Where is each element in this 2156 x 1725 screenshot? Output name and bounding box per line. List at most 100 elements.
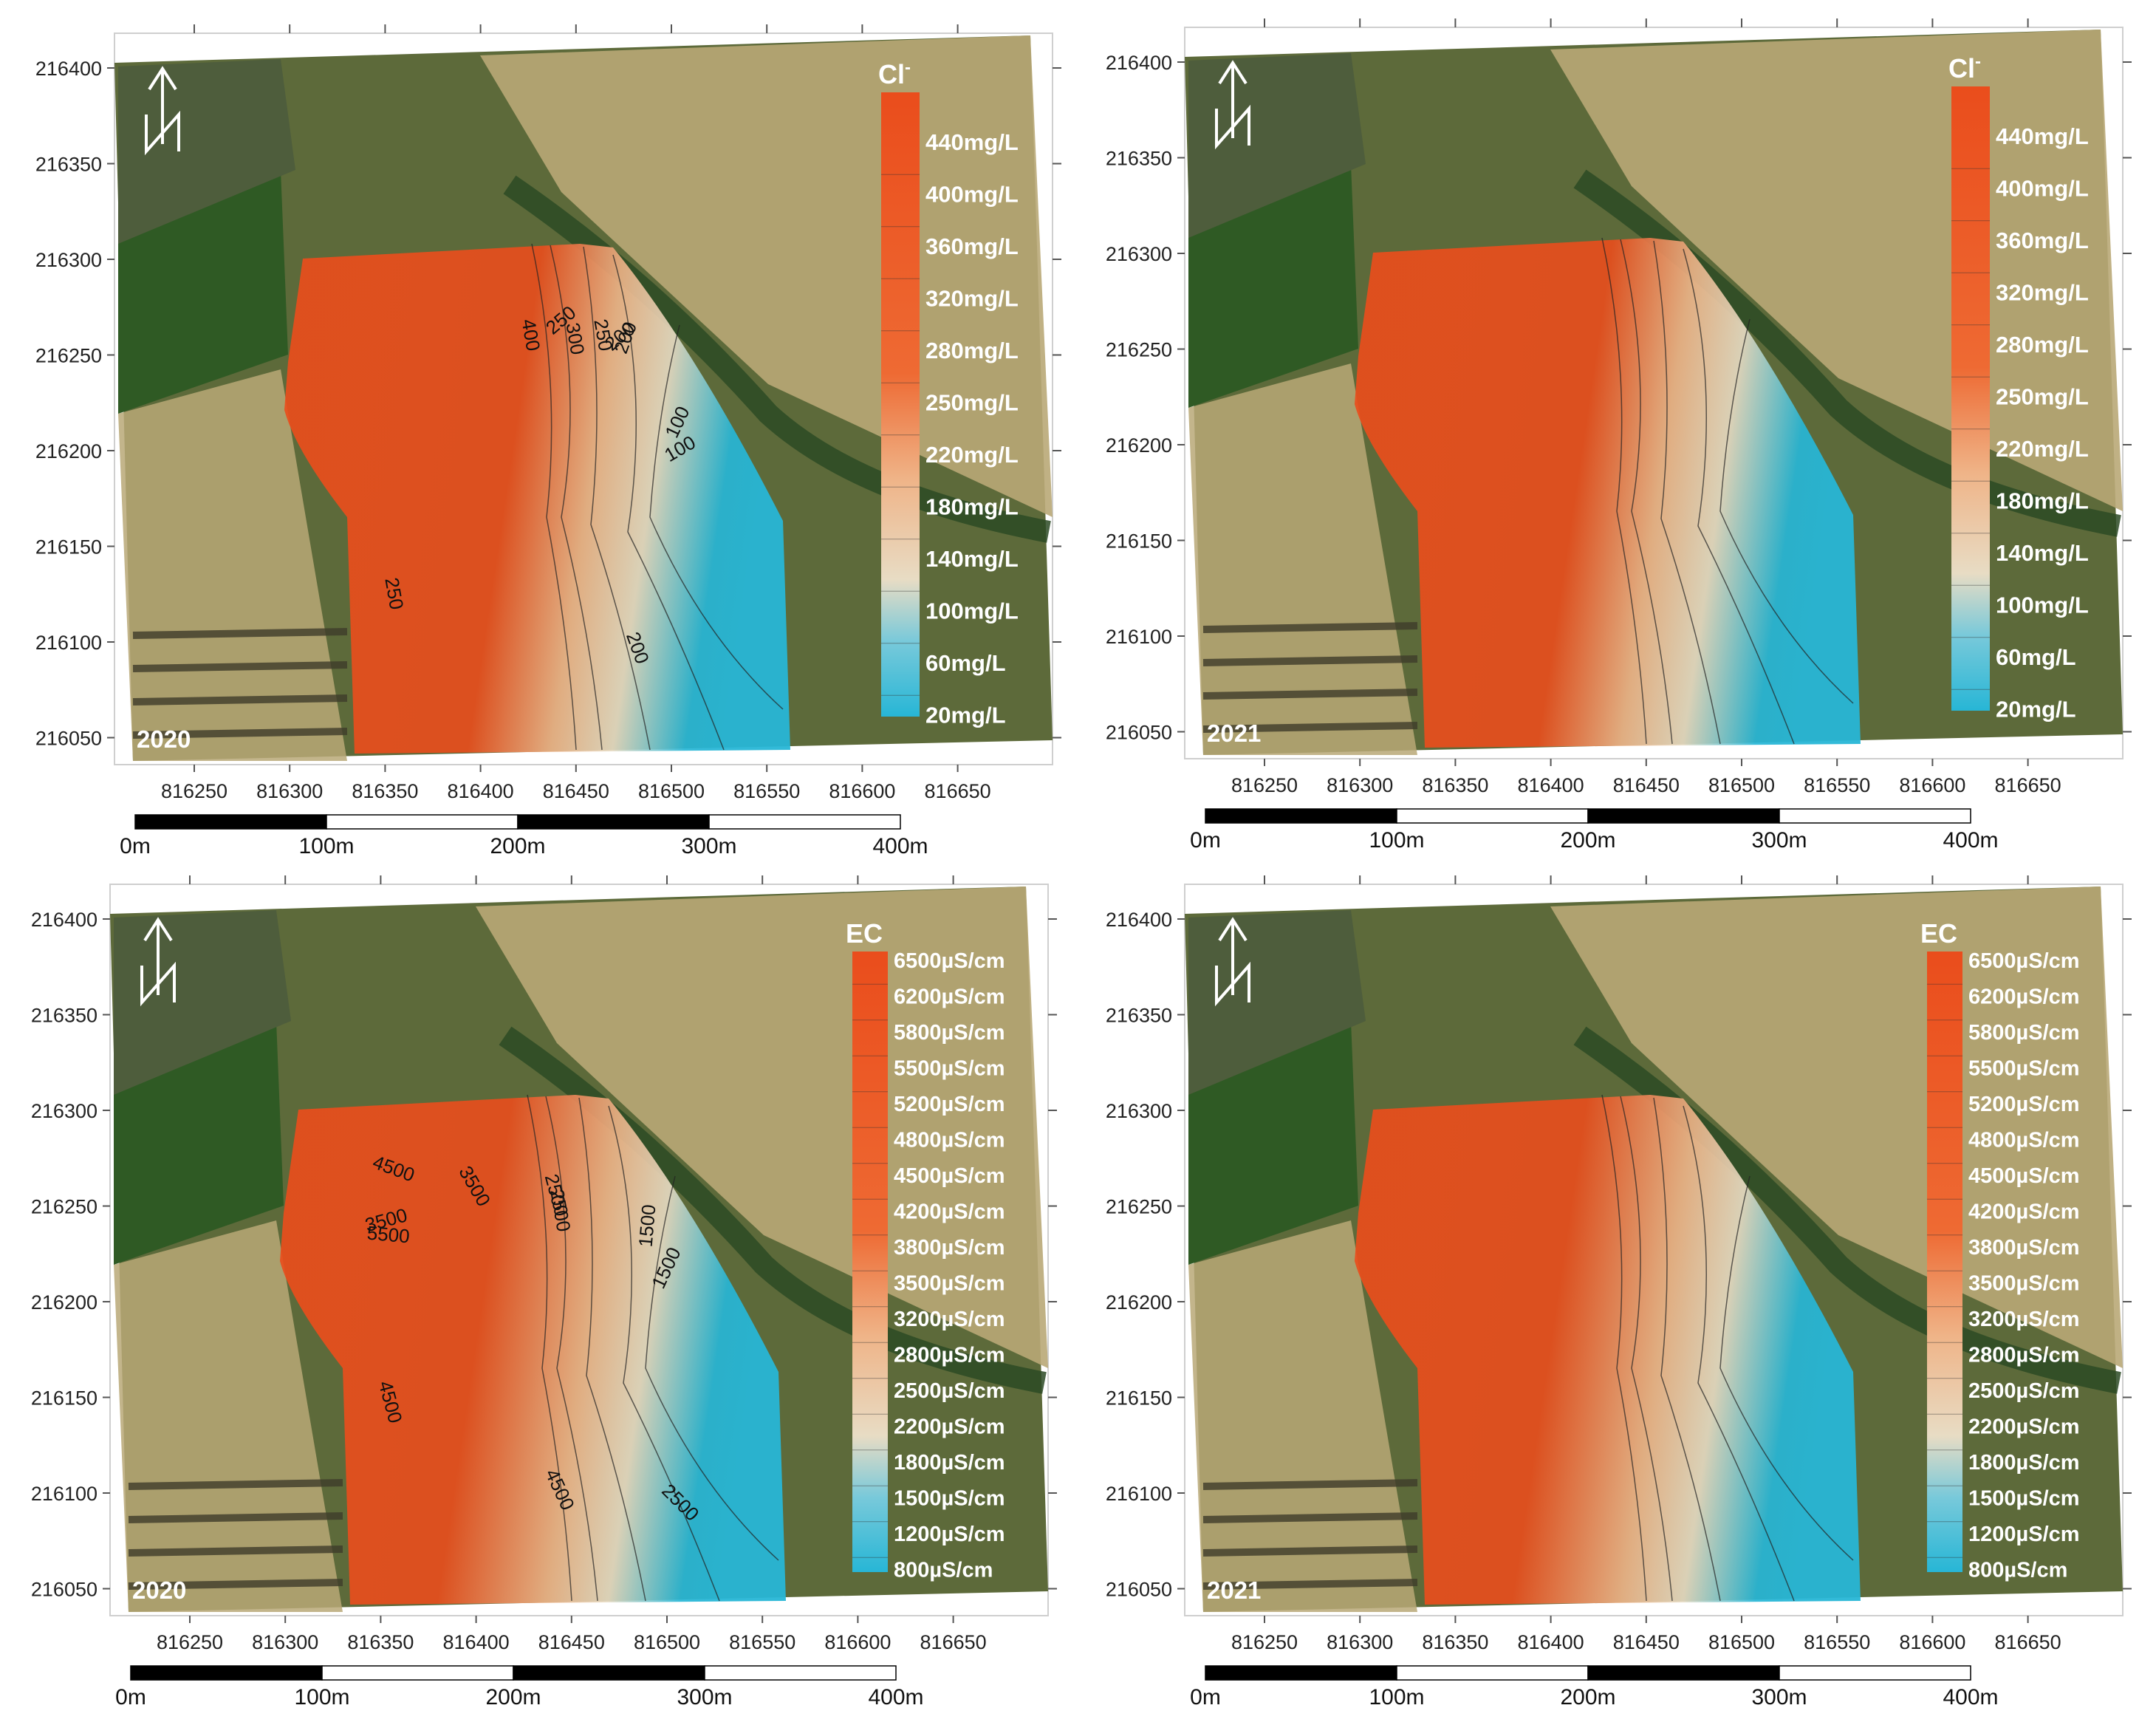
y-tick-label: 216200 (1106, 1291, 1172, 1314)
legend-label: 250mg/L (925, 390, 1019, 416)
legend-label: 3800µS/cm (1968, 1236, 2080, 1260)
legend-label: 5200µS/cm (1968, 1093, 2080, 1116)
scale-bar-label: 100m (1369, 828, 1424, 853)
x-tick-label: 816600 (1899, 1631, 1965, 1653)
legend-label: 2500µS/cm (1968, 1379, 2080, 1403)
legend-label: 280mg/L (925, 338, 1019, 363)
x-tick-label: 816300 (1327, 1631, 1393, 1653)
map-svg: 400 300 2502001002002020Cl-440mg/L400mg/L3… (35, 24, 1061, 858)
legend-label: 4200µS/cm (894, 1200, 1005, 1224)
legend-label: 400mg/L (925, 182, 1019, 208)
y-tick-label: 216150 (1106, 530, 1172, 553)
legend-title: EC (846, 918, 883, 949)
scale-bar-segment (130, 1665, 323, 1681)
y-tick-label: 216350 (31, 1005, 97, 1027)
north-arrow-icon (145, 66, 180, 156)
legend-label: 320mg/L (1996, 280, 2089, 306)
legend-label: 220mg/L (925, 442, 1019, 468)
legend-label: 60mg/L (1996, 644, 2076, 670)
field-stripe (1202, 1545, 1418, 1557)
contour-line (531, 243, 577, 751)
scale-bar-label: 400m (1943, 828, 1998, 853)
x-tick-label: 816300 (252, 1631, 318, 1653)
contour-label: 5500 (366, 1222, 411, 1248)
legend-label: 440mg/L (1996, 123, 2089, 149)
y-tick-label: 216400 (35, 58, 102, 80)
y-tick-label: 216300 (31, 1100, 97, 1122)
x-tick-label: 816250 (1231, 774, 1298, 796)
scale-bar-label: 400m (872, 834, 928, 858)
legend-label: 400mg/L (1996, 176, 2089, 202)
x-tick-label: 816450 (543, 780, 609, 802)
legend-label: 4800µS/cm (894, 1129, 1005, 1152)
legend-label: 3200µS/cm (1968, 1308, 2080, 1331)
field-stripe (128, 1512, 343, 1523)
scale-bar-label: 200m (1560, 828, 1615, 853)
contour-label: 250 (589, 317, 617, 352)
legend-label: 2200µS/cm (894, 1415, 1005, 1439)
field-stripe (128, 1579, 343, 1590)
year-label: 2021 (1207, 720, 1261, 747)
y-tick-label: 216150 (31, 1387, 97, 1410)
x-tick-label: 816550 (1804, 1631, 1870, 1653)
x-tick-label: 816450 (1613, 1631, 1680, 1653)
legend-label: 800µS/cm (1968, 1559, 2067, 1582)
interpolated-surface (1355, 1095, 1861, 1605)
legend-label: 20mg/L (1996, 697, 2076, 723)
year-label: 2020 (137, 725, 191, 753)
y-tick-label: 216200 (1106, 434, 1172, 457)
contour-label: 400 (517, 317, 544, 352)
legend-label: 320mg/L (925, 286, 1019, 312)
crop-field-ne (1550, 887, 2123, 1368)
contour-line (578, 1097, 646, 1602)
legend-label: 360mg/L (1996, 228, 2089, 253)
field-stripe (132, 661, 348, 672)
interpolated-surface (284, 244, 790, 754)
x-tick-label: 816300 (1327, 774, 1393, 796)
y-tick-label: 216150 (35, 536, 102, 559)
scale-bar-segment (1779, 808, 1971, 824)
legend-label: 140mg/L (1996, 540, 2089, 566)
legend-colorbar (1927, 952, 1962, 1572)
north-arrow-icon (1215, 60, 1250, 150)
x-tick-label: 816300 (256, 780, 323, 802)
axis-frame (114, 33, 1053, 765)
forest-patch (114, 1021, 284, 1265)
legend-label: 280mg/L (1996, 332, 2089, 358)
scale-bar-label: 100m (1369, 1685, 1424, 1709)
scale-bar-segment (1587, 1665, 1780, 1681)
map-panel-ec-2021: 4500 3500 2500 5500 1500 4500 2500 2021 EC 6500µS… (366, 851, 2148, 1713)
legend-label: 4500µS/cm (1968, 1164, 2080, 1188)
scale-bar-label: 300m (1751, 828, 1807, 853)
legend-label: 3500µS/cm (1968, 1272, 2080, 1296)
crop-field-ne (476, 887, 1048, 1368)
contour-line (612, 254, 725, 751)
contour-line (583, 246, 651, 751)
x-tick-label: 816400 (1518, 774, 1584, 796)
legend-label: 60mg/L (925, 650, 1006, 676)
x-tick-label: 816400 (1518, 1631, 1584, 1653)
contour-surface (1355, 237, 1861, 748)
map-panel-cl-2021: 250 200 100 250 2021 Cl- 440mg/L 400mg/L 360mg/L… (380, 0, 2148, 856)
y-tick-label: 216350 (35, 154, 102, 176)
y-tick-label: 216400 (1106, 52, 1172, 74)
y-tick-label: 216100 (1106, 1483, 1172, 1505)
y-tick-label: 216350 (1106, 148, 1172, 170)
scale-bar-segment (708, 814, 901, 830)
x-tick-label: 816350 (352, 780, 418, 802)
contour-line (545, 1096, 598, 1602)
legend-label: 1800µS/cm (1968, 1451, 2080, 1475)
scale-bar-label: 0m (120, 834, 151, 858)
y-tick-label: 216250 (35, 345, 102, 367)
legend-label: 100mg/L (1996, 592, 2089, 618)
legend-label: 5500µS/cm (1968, 1057, 2080, 1081)
y-tick-label: 216300 (35, 249, 102, 271)
legend-label: 1200µS/cm (1968, 1523, 2080, 1546)
legend-title: EC (1920, 918, 1957, 949)
year-label: 2020 (132, 1577, 186, 1604)
scale-bar-label: 100m (298, 834, 354, 858)
legend-title: Cl- (878, 58, 911, 89)
field-stripe (1202, 655, 1418, 666)
y-tick-label: 216050 (1106, 1579, 1172, 1601)
legend-label: 440mg/L (925, 129, 1019, 155)
